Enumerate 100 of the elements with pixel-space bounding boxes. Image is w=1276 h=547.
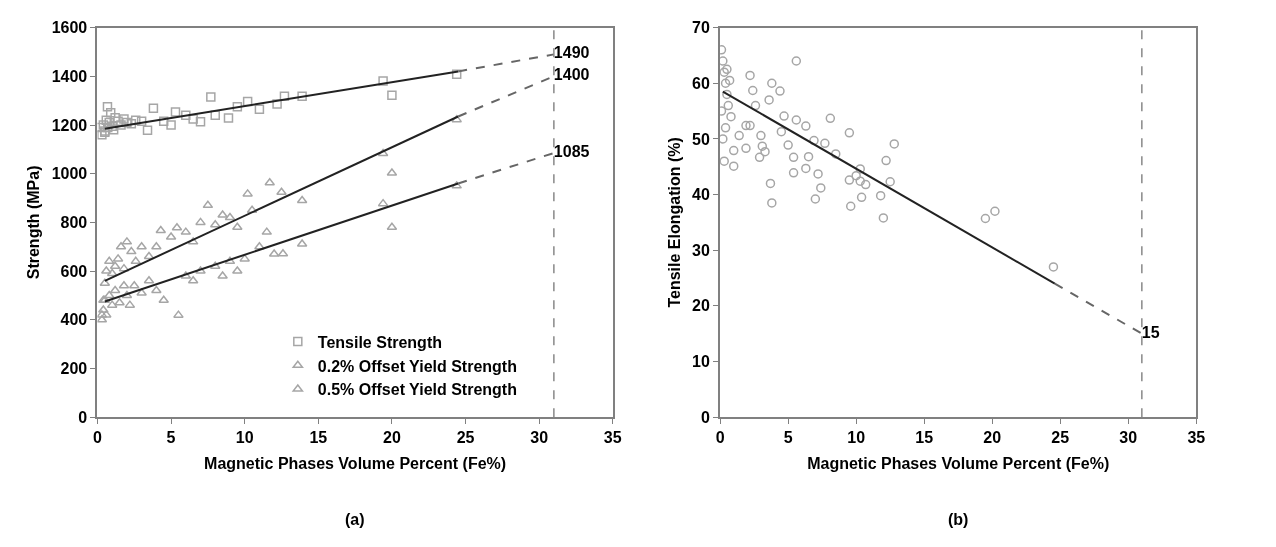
y-tick-label: 50 <box>692 130 711 148</box>
point <box>118 280 130 289</box>
point <box>279 91 290 102</box>
x-axis-title: Magnetic Phases Volume Percent (Fe%) <box>807 454 1110 472</box>
point <box>128 280 140 289</box>
point <box>136 241 147 250</box>
point <box>105 108 116 118</box>
point <box>150 241 162 250</box>
y-axis-title: Tensile Elongation (%) <box>665 137 683 308</box>
text: (b) <box>948 511 969 528</box>
point <box>118 263 130 272</box>
y-tick-label: 40 <box>692 186 711 204</box>
point <box>254 104 265 114</box>
data-label: 15 <box>1141 323 1160 341</box>
x-tick-label: 20 <box>383 429 401 447</box>
y-tick-label: 800 <box>60 213 88 231</box>
x-tick-label: 30 <box>530 429 549 447</box>
point <box>171 222 183 231</box>
legend-label: 0.2% Offset Yield Strength <box>317 357 517 375</box>
point <box>377 198 389 207</box>
point <box>143 251 155 260</box>
point <box>224 256 236 265</box>
point <box>264 177 276 186</box>
y-tick-label: 10 <box>692 353 711 371</box>
point <box>242 189 253 197</box>
point <box>102 101 113 112</box>
point <box>150 285 162 294</box>
x-tick-label: 15 <box>915 429 934 447</box>
point <box>217 271 228 279</box>
point <box>377 148 389 157</box>
y-tick-label: 30 <box>692 241 711 259</box>
x-tick-label: 25 <box>1051 429 1070 447</box>
point <box>103 256 115 265</box>
point <box>97 310 108 318</box>
point <box>109 285 121 294</box>
y-axis-title: Strength (MPa) <box>25 165 43 280</box>
point <box>126 119 137 129</box>
point <box>210 110 220 121</box>
data-label: 1400 <box>553 66 590 84</box>
x-tick-label: 5 <box>783 429 793 447</box>
x-tick-label: 35 <box>1187 429 1206 447</box>
point <box>272 99 282 109</box>
point <box>223 113 234 123</box>
x-tick-label: 25 <box>456 429 475 447</box>
legend-label: Tensile Strength <box>317 333 442 351</box>
y-tick-label: 0 <box>78 408 88 426</box>
point <box>97 315 108 323</box>
point <box>121 290 133 299</box>
x-tick-label: 15 <box>309 429 328 447</box>
point <box>254 241 265 250</box>
point <box>166 120 176 130</box>
y-tick-label: 1400 <box>51 67 88 85</box>
x-tick-label: 20 <box>983 429 1002 447</box>
point <box>136 288 147 296</box>
x-tick-label: 5 <box>166 429 176 447</box>
text: (a) <box>345 511 365 528</box>
point <box>451 114 463 123</box>
point <box>158 116 169 127</box>
point <box>387 90 397 101</box>
x-tick-label: 10 <box>235 429 254 447</box>
y-tick-label: 1200 <box>51 116 88 134</box>
y-tick-label: 60 <box>692 74 711 92</box>
point <box>297 91 307 102</box>
data-label: 1085 <box>553 143 590 160</box>
point <box>232 101 243 112</box>
point <box>130 256 142 265</box>
point <box>451 69 462 80</box>
point <box>206 92 216 102</box>
point <box>276 187 287 195</box>
point <box>217 210 228 218</box>
x-tick-label: 30 <box>1119 429 1138 447</box>
data-label: 1490 <box>553 44 590 62</box>
y-tick-label: 400 <box>60 311 88 329</box>
point <box>136 116 147 127</box>
point <box>173 310 184 318</box>
x-tick-label: 0 <box>93 429 103 447</box>
y-tick-label: 70 <box>692 19 711 37</box>
point <box>148 103 159 113</box>
x-tick-label: 10 <box>847 429 866 447</box>
point <box>142 125 153 136</box>
y-tick-label: 1600 <box>51 19 88 37</box>
y-tick-label: 1000 <box>51 165 88 183</box>
y-tick-label: 0 <box>701 408 711 426</box>
x-axis-title: Magnetic Phases Volume Percent (Fe%) <box>204 454 507 472</box>
y-tick-label: 20 <box>692 297 711 315</box>
point <box>119 114 129 124</box>
point <box>155 225 167 234</box>
point <box>195 266 206 274</box>
x-tick-label: 35 <box>603 429 622 447</box>
point <box>125 246 137 255</box>
point <box>106 268 118 277</box>
point <box>202 200 214 209</box>
legend-label: 0.5% Offset Yield Strength <box>317 381 517 399</box>
y-tick-label: 200 <box>60 360 88 378</box>
point <box>195 217 206 226</box>
point <box>115 241 127 250</box>
point <box>296 195 308 204</box>
point <box>195 117 206 127</box>
point <box>158 295 170 304</box>
x-tick-label: 0 <box>715 429 725 447</box>
